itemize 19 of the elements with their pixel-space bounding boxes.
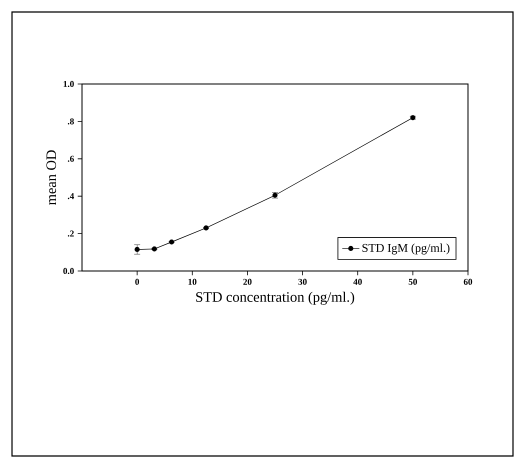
y-axis-title: mean OD xyxy=(46,150,56,205)
y-tick-label: 0.0 xyxy=(63,268,74,274)
y-tick-label: 1.0 xyxy=(64,80,74,88)
point xyxy=(204,225,209,231)
x-tick-label: 40 xyxy=(353,278,362,285)
point xyxy=(152,246,157,252)
x-tick-label: 30 xyxy=(298,278,307,285)
x-tick-label: 60 xyxy=(464,278,472,285)
y-tick-label: .6 xyxy=(68,156,74,162)
legend-label: STD IgM (pg/ml.) xyxy=(362,244,450,254)
x-tick-label: 20 xyxy=(243,278,252,285)
x-tick-label: 10 xyxy=(188,278,196,285)
x-tick-label: 0 xyxy=(135,278,140,285)
y-tick-label: .4 xyxy=(68,193,74,200)
x-tick-label: 50 xyxy=(408,278,418,285)
y-tick-label: .8 xyxy=(68,118,74,124)
y-tick-label: .2 xyxy=(68,230,74,237)
x-axis-title: STD concentration (pg/ml.) xyxy=(196,292,354,305)
point xyxy=(169,239,174,245)
